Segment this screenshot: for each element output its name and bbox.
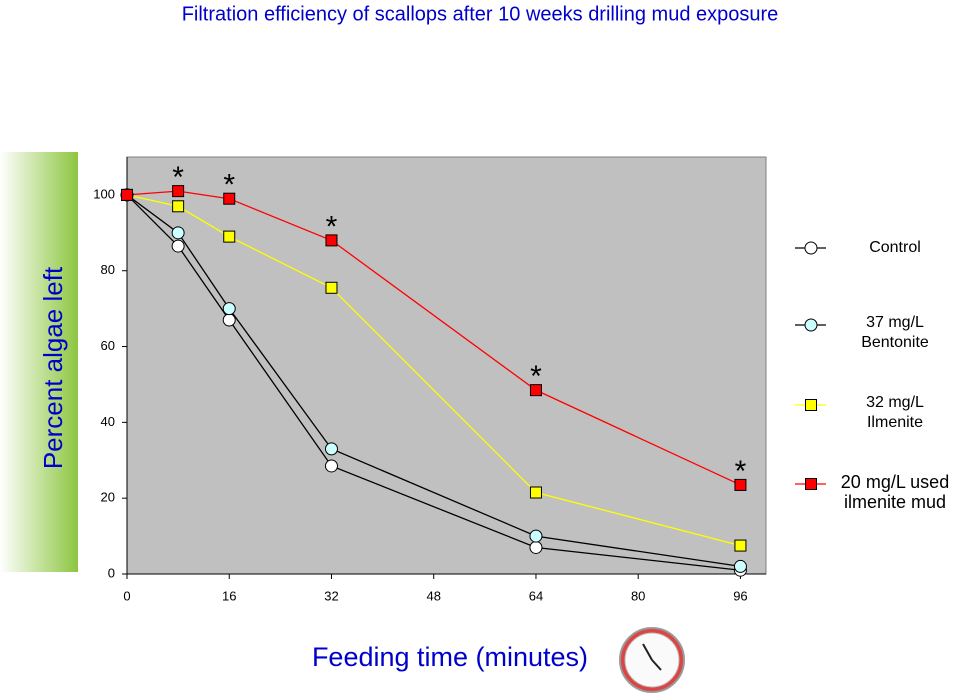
y-tick-label: 40 — [101, 414, 115, 429]
data-point — [529, 540, 543, 554]
data-point — [172, 200, 185, 213]
y-tick-label: 80 — [101, 262, 115, 277]
x-tick-label: 80 — [631, 588, 645, 603]
series-line — [126, 194, 741, 568]
x-tick-label: 16 — [222, 588, 236, 603]
annotation: * — [172, 161, 184, 194]
legend-entry: Control — [869, 239, 921, 256]
legend-entry: 32 mg/L Ilmenite — [866, 394, 924, 431]
legend-entry: 37 mg/L Bentonite — [861, 314, 929, 351]
x-tick-label: 48 — [426, 588, 440, 603]
data-point — [733, 559, 747, 573]
data-point — [121, 188, 133, 201]
annotation: * — [223, 169, 235, 202]
x-tick-label: 32 — [324, 588, 338, 603]
data-point — [325, 281, 338, 294]
data-point — [222, 313, 236, 327]
series-line — [126, 190, 741, 486]
data-point — [222, 302, 236, 316]
data-point — [734, 539, 747, 552]
x-tick-label: 96 — [733, 588, 747, 603]
data-point — [223, 230, 236, 243]
data-point — [223, 192, 236, 205]
annotation: * — [326, 210, 338, 243]
annotation: * — [530, 360, 542, 393]
y-tick-label: 100 — [93, 186, 115, 201]
clock-icon — [619, 627, 685, 693]
data-point — [172, 185, 185, 198]
y-tick-label: 0 — [108, 565, 115, 580]
data-point — [324, 442, 338, 456]
legend-marker — [804, 241, 818, 255]
data-point — [324, 459, 338, 473]
x-tick-label: 0 — [123, 588, 130, 603]
y-axis-label: Percent algae left — [38, 266, 68, 469]
legend-marker — [805, 478, 817, 490]
data-point — [325, 234, 338, 247]
x-tick-label: 64 — [529, 588, 543, 603]
series-line — [126, 194, 741, 571]
data-point — [171, 226, 185, 240]
legend-entry: 20 mg/L used ilmenite mud — [840, 472, 950, 512]
data-point — [529, 486, 542, 499]
data-point — [734, 478, 747, 491]
annotation: * — [735, 455, 747, 488]
data-point — [529, 384, 542, 397]
plot-area — [126, 156, 767, 575]
side-band — [0, 152, 78, 572]
x-axis-label: Feeding time (minutes) — [312, 642, 588, 672]
y-tick-label: 60 — [101, 338, 115, 353]
legend-marker — [804, 318, 818, 332]
data-point — [529, 529, 543, 543]
series-line — [126, 194, 741, 547]
legend-marker — [805, 399, 817, 411]
chart-title: Filtration efficiency of scallops after … — [182, 3, 779, 25]
data-point — [171, 239, 185, 253]
y-tick-label: 20 — [101, 490, 115, 505]
